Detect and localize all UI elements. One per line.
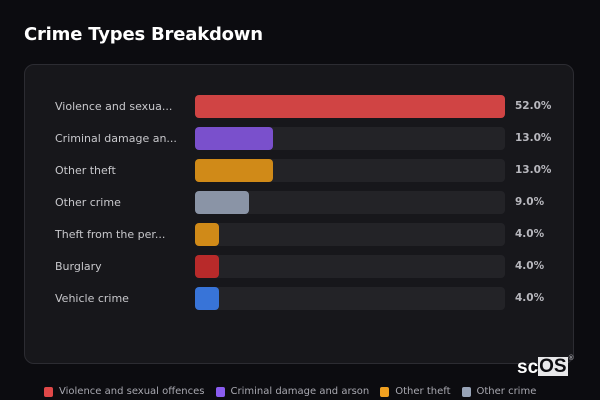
bar-track: [195, 159, 505, 182]
legend-item[interactable]: Criminal damage and arson: [215, 386, 370, 397]
bar-value: 4.0%: [515, 292, 545, 304]
bar-track: [195, 191, 505, 214]
legend-item[interactable]: Other crime: [461, 386, 537, 397]
legend-swatch-icon: [215, 386, 225, 397]
bar-fill: [195, 255, 219, 278]
bar-label: Vehicle crime: [55, 292, 129, 305]
brand-boxed: OS: [538, 356, 568, 377]
bar-label: Other theft: [55, 164, 116, 177]
chart-legend: Violence and sexual offences Criminal dam…: [44, 386, 536, 397]
bar-row[interactable]: Violence and sexua... 52.0%: [25, 95, 573, 118]
bar-fill: [195, 191, 249, 214]
bar-track: [195, 127, 505, 150]
bar-value: 13.0%: [515, 132, 552, 144]
bar-label: Criminal damage an...: [55, 132, 177, 145]
registered-mark: ®: [568, 355, 574, 362]
chart-card: Violence and sexua... 52.0% Criminal damag…: [24, 64, 574, 364]
bar-fill: [195, 287, 219, 310]
bar-track: [195, 95, 505, 118]
legend-item[interactable]: Other theft: [380, 386, 451, 397]
bar-row[interactable]: Other crime 9.0%: [25, 191, 573, 214]
bar-label: Other crime: [55, 196, 121, 209]
legend-label: Other crime: [476, 386, 537, 397]
bar-fill: [195, 95, 505, 118]
legend-swatch-icon: [44, 386, 53, 397]
bar-row[interactable]: Burglary 4.0%: [25, 255, 573, 278]
legend-swatch-icon: [461, 386, 471, 397]
bar-row[interactable]: Other theft 13.0%: [25, 159, 573, 182]
bar-fill: [195, 223, 219, 246]
bar-row[interactable]: Criminal damage an... 13.0%: [25, 127, 573, 150]
bar-value: 4.0%: [515, 228, 545, 240]
legend-swatch-icon: [380, 386, 390, 397]
brand-prefix: sc: [517, 357, 539, 378]
bar-label: Violence and sexua...: [55, 100, 173, 113]
bar-value: 13.0%: [515, 164, 552, 176]
bar-fill: [195, 159, 273, 182]
bar-track: [195, 287, 505, 310]
legend-label: Violence and sexual offences: [59, 386, 205, 397]
page-title: Crime Types Breakdown: [24, 24, 263, 45]
brand-logo: sc OS ®: [517, 355, 574, 379]
bar-track: [195, 255, 505, 278]
legend-label: Other theft: [395, 386, 451, 397]
bar-row[interactable]: Vehicle crime 4.0%: [25, 287, 573, 310]
bar-label: Burglary: [55, 260, 102, 273]
bar-fill: [195, 127, 273, 150]
bar-value: 9.0%: [515, 196, 545, 208]
bar-track: [195, 223, 505, 246]
bar-row[interactable]: Theft from the per... 4.0%: [25, 223, 573, 246]
legend-label: Criminal damage and arson: [230, 386, 370, 397]
bar-value: 52.0%: [515, 100, 552, 112]
legend-item[interactable]: Violence and sexual offences: [44, 386, 205, 397]
bar-value: 4.0%: [515, 260, 545, 272]
bar-label: Theft from the per...: [55, 228, 166, 241]
